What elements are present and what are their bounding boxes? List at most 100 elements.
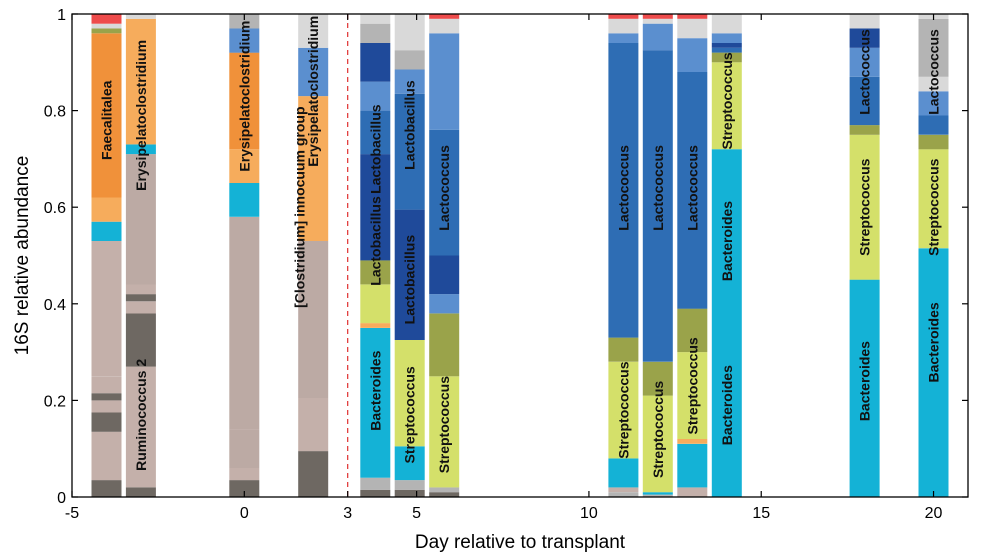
bar-annotation: Bacteroides [719,201,735,281]
bar-annotation: Bacteroides [367,350,383,430]
bar-segment [849,76,880,126]
stacked-bars [91,14,949,497]
bar-annotation: Erysipelatoclostridium [236,21,252,172]
x-tick-label: 15 [752,505,770,522]
bar-segment [229,429,260,468]
bar-segment [360,477,391,490]
bar-segment [642,23,673,51]
bar-segment [608,458,639,488]
bar-segment [360,323,391,328]
bar-segment [608,18,639,34]
bar-segment [298,47,329,97]
bar-annotation: Erysipelatoclostridium [133,40,149,191]
bar-segment [360,110,391,155]
bar-segment [429,33,460,130]
bar-segment [360,23,391,43]
bar-segment [394,209,425,340]
bar-segment [229,28,260,53]
bar-segment [429,313,460,377]
bar-annotation: Erysipelatoclostridium [305,16,321,167]
bar-segment [125,154,156,285]
bar-segment [711,43,742,48]
bar-segment [918,91,949,116]
bar-segment [360,260,391,285]
bar-segment [91,412,122,432]
x-tick-label: 10 [580,505,598,522]
bar-segment [429,492,460,497]
bar-segment [125,144,156,155]
bar-segment [711,52,742,63]
bar-segment [298,451,329,497]
bar-segment [91,28,122,34]
bar-segment [711,149,742,497]
bar-annotation: Streptococcus [402,366,418,463]
x-tick-label: 20 [925,505,943,522]
bar-segment [298,398,329,452]
bar-segment [91,33,122,198]
bar-segment [642,361,673,396]
bar-segment [91,376,122,394]
bar-annotation: Lactobacillus [402,235,418,325]
bar-annotation: Lactobacillus [367,196,383,286]
bar-segment [429,487,460,493]
bar-segment [125,294,156,302]
bar-segment [394,480,425,490]
bar-segment [608,487,639,493]
bar-annotation: Lactococcus [436,145,452,231]
bar-segment [918,134,949,150]
bar-segment [711,62,742,150]
bar-segment [608,14,639,19]
bar-annotation: Lactococcus [857,29,873,115]
bar-segment [394,446,425,481]
bar-segment [229,468,260,481]
bar-segment [918,18,949,77]
y-tick-label: 0.2 [44,393,66,410]
bar-segment [91,23,122,29]
bar-segment [849,134,880,280]
bar-segment [429,376,460,488]
bar-annotations: Faecalitalea Erysipelatoclostridium Rumino… [99,16,942,478]
bar-segment [608,492,639,497]
bar-annotation: Bacteroides [719,365,735,445]
y-axis-label: 16S relative abundance [12,156,33,356]
bar-segment [642,50,673,362]
bar-segment [608,33,639,43]
bar-segment [677,308,708,353]
bar-segment [677,18,708,39]
bar-segment [429,18,460,34]
bar-segment [608,361,639,459]
bar-segment [642,395,673,493]
bar-segment [918,248,949,497]
bar-annotation: Streptococcus [684,337,700,434]
bar-segment [229,216,260,430]
x-axis-label: Day relative to transplant [415,532,626,553]
bar-segment [298,96,329,241]
bar-segment [918,76,949,92]
bar-segment [394,69,425,94]
bar-annotation: Bacteroides [926,302,942,382]
bar-annotation: Lactococcus [615,145,631,231]
bar-segment [125,301,156,314]
bar-segment [677,38,708,72]
bar-segment [91,480,122,497]
bar-segment [125,313,156,367]
y-tick-label: 0.8 [44,104,66,121]
bar-segment [91,393,122,401]
bar-segment [429,294,460,314]
bar-annotation: Lactobacillus [402,80,418,170]
bar-segment [360,284,391,324]
bar-segment [711,14,742,34]
bar-segment [918,115,949,135]
y-tick-label: 0 [57,490,66,507]
bar-segment [918,149,949,249]
bar-segment [429,255,460,295]
bar-annotation: Lactobacillus [367,104,383,194]
x-tick-label: 3 [343,505,352,522]
y-tick-label: 0.4 [44,297,66,314]
bar-segment [677,72,708,309]
bar-segment [91,197,122,222]
bar-segment [298,14,329,48]
bar-segment [394,489,425,497]
bar-segment [642,14,673,19]
